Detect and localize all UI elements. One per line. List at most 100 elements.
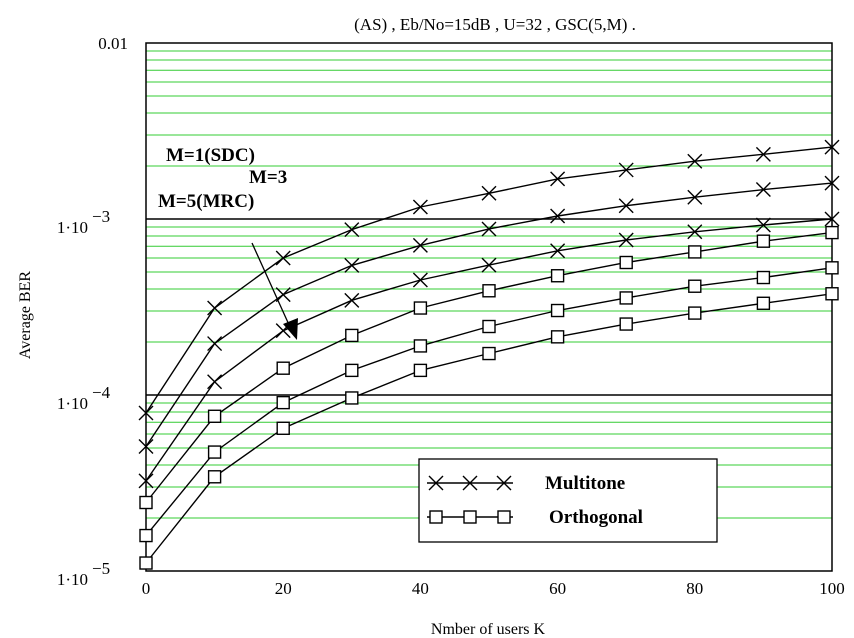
data-point-x-marker (412, 237, 428, 253)
data-point-x-marker (755, 182, 771, 198)
x-tick-label: 100 (819, 579, 845, 598)
y-tick-label: 1·10 (57, 218, 88, 237)
data-point-square-marker (688, 245, 702, 259)
data-point-square-marker (756, 234, 771, 248)
annotation-m1-sdc: M=1(SDC) (166, 145, 255, 166)
legend-square-marker (463, 510, 477, 524)
legend-x-marker (496, 475, 512, 491)
data-point-square-marker (413, 339, 428, 353)
series-5 (139, 261, 839, 543)
data-point-x-marker (275, 250, 291, 266)
data-point-x-marker (755, 146, 771, 162)
annotation-arrow (251, 242, 298, 340)
data-point-square-marker (139, 495, 153, 510)
data-point-x-marker (824, 211, 840, 227)
y-tick-labels: 0.011·10−31·10−41·10−5 (57, 34, 128, 589)
x-axis-label: Nmber of users K (431, 621, 546, 638)
data-point-square-marker (276, 395, 290, 410)
data-point-square-marker (756, 270, 771, 285)
data-point-square-marker (207, 445, 222, 459)
x-tick-label: 40 (412, 579, 429, 598)
data-point-x-marker (138, 473, 154, 489)
data-point-square-marker (825, 287, 839, 301)
y-tick-exponent: −4 (92, 383, 111, 402)
data-point-square-marker (482, 346, 496, 361)
annotation-m3: M=3 (249, 167, 287, 188)
data-point-square-marker (139, 556, 153, 570)
data-point-square-marker (619, 317, 633, 331)
data-point-square-marker (550, 303, 565, 318)
legend-square-marker (429, 510, 443, 524)
data-point-x-marker (755, 217, 771, 233)
annotation-m5-mrc: M=5(MRC) (158, 191, 254, 212)
data-point-x-marker (481, 185, 497, 201)
data-point-square-marker (139, 528, 153, 543)
data-point-x-marker (481, 257, 497, 273)
data-point-square-marker (550, 330, 565, 344)
legend-box (418, 458, 718, 543)
legend-x-marker (428, 475, 444, 491)
data-point-x-marker (618, 162, 634, 178)
data-point-square-marker (276, 421, 290, 435)
data-point-square-marker (688, 279, 702, 293)
y-tick-label: 1·10 (57, 570, 88, 589)
data-point-x-marker (344, 257, 360, 273)
chart-title: (AS) , Eb/No=15dB , U=32 , GSC(5,M) . (354, 15, 636, 34)
legend-label-multitone: Multitone (545, 473, 625, 494)
series-6 (139, 287, 839, 570)
data-point-x-marker (687, 153, 703, 169)
data-point-x-marker (138, 405, 154, 421)
x-tick-label: 80 (686, 579, 703, 598)
arrow-shaft (251, 242, 291, 328)
legend-x-marker (462, 475, 478, 491)
data-point-x-marker (618, 232, 634, 248)
data-point-x-marker (275, 287, 291, 303)
data-point-square-marker (482, 319, 496, 334)
data-point-square-marker (619, 291, 633, 305)
data-point-x-marker (207, 300, 223, 316)
data-point-square-marker (756, 296, 771, 310)
series-line (145, 182, 833, 447)
data-point-square-marker (482, 284, 496, 298)
y-tick-label: 0.01 (98, 34, 128, 53)
legend-label-orthogonal: Orthogonal (549, 507, 643, 528)
data-point-x-marker (344, 222, 360, 238)
series-2 (138, 175, 840, 454)
data-point-square-marker (825, 225, 839, 240)
data-point-x-marker (687, 189, 703, 205)
data-point-square-marker (345, 363, 359, 378)
legend-square-marker (497, 510, 511, 524)
series-layer (138, 139, 840, 570)
series-1 (138, 139, 840, 421)
data-point-x-marker (138, 438, 154, 454)
data-point-x-marker (824, 175, 840, 191)
data-point-square-marker (345, 328, 359, 343)
legend: Multitone Orthogonal (418, 458, 718, 543)
data-point-square-marker (207, 409, 222, 423)
data-point-x-marker (412, 272, 428, 288)
data-point-x-marker (412, 199, 428, 215)
x-tick-labels: 0 20 40 60 80 100 (142, 579, 845, 598)
data-point-square-marker (345, 391, 359, 405)
data-point-x-marker (550, 208, 566, 224)
plot-frame (145, 42, 833, 572)
data-point-square-marker (688, 306, 702, 320)
data-point-square-marker (276, 361, 290, 375)
x-tick-label: 60 (549, 579, 566, 598)
legend-sample-orthogonal (427, 510, 513, 524)
legend-markers (427, 475, 513, 524)
series-4 (139, 225, 839, 510)
y-tick-exponent: −3 (92, 207, 110, 226)
data-point-x-marker (207, 374, 223, 390)
major-gridlines (146, 218, 832, 396)
data-point-x-marker (550, 243, 566, 259)
data-point-square-marker (550, 269, 565, 283)
data-point-x-marker (618, 198, 634, 214)
y-tick-label: 1·10 (57, 394, 88, 413)
data-point-x-marker (824, 139, 840, 155)
y-axis-label: Average BER (17, 271, 34, 359)
x-tick-label: 0 (142, 579, 151, 598)
x-tick-label: 20 (275, 579, 292, 598)
data-point-x-marker (550, 171, 566, 187)
